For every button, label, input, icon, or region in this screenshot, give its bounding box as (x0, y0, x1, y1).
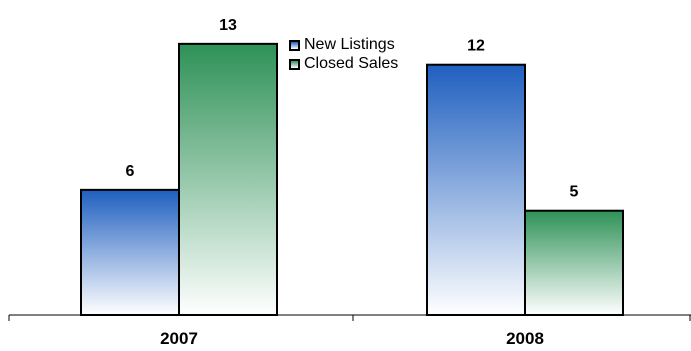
legend-swatch-closed-sales (289, 58, 300, 70)
legend-item-closed-sales: Closed Sales (289, 54, 398, 74)
legend-label-closed-sales: Closed Sales (304, 55, 399, 72)
x-tick-labels: 2007 2008 (160, 329, 544, 348)
x-tick-label-2008: 2008 (506, 329, 544, 348)
legend-swatch-new-listings (289, 39, 300, 51)
x-tick-label-2007: 2007 (160, 329, 198, 348)
data-labels-layer: 6 13 12 5 (126, 17, 579, 201)
bars-layer (80, 42, 624, 317)
data-label-new-listings-2008: 12 (467, 38, 485, 55)
bar-closed-sales-2007 (178, 42, 278, 316)
data-label-closed-sales-2008: 5 (570, 184, 579, 201)
legend-label-new-listings: New Listings (304, 36, 395, 53)
data-label-closed-sales-2007: 13 (219, 17, 237, 34)
bar-new-listings-2008 (426, 63, 526, 317)
data-label-new-listings-2007: 6 (126, 163, 135, 180)
legend-item-new-listings: New Listings (289, 35, 395, 55)
bar-closed-sales-2008 (524, 209, 624, 316)
bar-new-listings-2007 (80, 188, 180, 317)
